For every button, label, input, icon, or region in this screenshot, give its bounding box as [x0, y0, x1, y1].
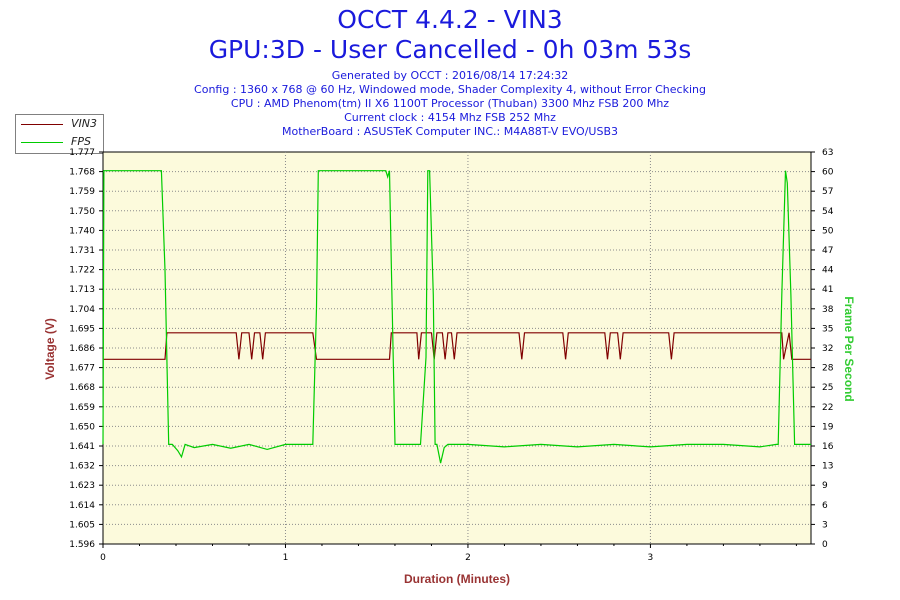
y-tick-label-right: 32: [822, 344, 833, 354]
y-tick-label-right: 22: [822, 403, 833, 413]
y-tick-label-left: 1.668: [69, 383, 95, 393]
y-tick-label-right: 19: [822, 422, 834, 432]
y-tick-label-left: 1.641: [69, 442, 95, 452]
info-cpu: CPU : AMD Phenom(tm) II X6 1100T Process…: [230, 97, 670, 110]
y-tick-label-right: 54: [822, 207, 834, 217]
legend-swatch-fps: [21, 142, 63, 143]
info-generated: Generated by OCCT : 2016/08/14 17:24:32: [331, 69, 569, 82]
y-tick-label-right: 9: [822, 481, 828, 491]
y-tick-label-left: 1.740: [69, 226, 95, 236]
legend-item-vin3: VIN3: [16, 116, 103, 134]
y-tick-label-right: 35: [822, 324, 833, 334]
y-tick-label-left: 1.731: [69, 246, 95, 256]
y-tick-label-left: 1.596: [69, 540, 95, 550]
y-tick-label-right: 50: [822, 226, 834, 236]
x-tick-label: 0: [100, 553, 106, 563]
y-tick-label-right: 38: [822, 305, 834, 315]
y-tick-label-right: 41: [822, 285, 833, 295]
y-tick-label-right: 47: [822, 246, 833, 256]
y-tick-label-right: 3: [822, 520, 828, 530]
info-block: Generated by OCCT : 2016/08/14 17:24:32 …: [0, 69, 900, 139]
y-tick-label-right: 6: [822, 501, 828, 511]
y-tick-label-left: 1.768: [69, 168, 95, 178]
y-tick-label-left: 1.695: [69, 324, 95, 334]
y-tick-label-left: 1.722: [69, 266, 95, 276]
x-tick-label: 2: [465, 553, 471, 563]
y-tick-label-left: 1.704: [69, 305, 95, 315]
chart-title: OCCT 4.4.2 - VIN3: [337, 5, 563, 34]
y-tick-label-left: 1.750: [69, 207, 95, 217]
series-line-vin3: [103, 332, 811, 360]
y-tick-label-left: 1.713: [69, 285, 95, 295]
info-config: Config : 1360 x 768 @ 60 Hz, Windowed mo…: [194, 83, 706, 96]
y-tick-label-left: 1.659: [69, 403, 95, 413]
y-axis-left-label: Voltage (V): [43, 318, 57, 380]
y-tick-label-right: 25: [822, 383, 833, 393]
y-tick-label-left: 1.686: [69, 344, 95, 354]
chart-subtitle: GPU:3D - User Cancelled - 0h 03m 53s: [208, 35, 692, 64]
y-tick-label-right: 57: [822, 187, 833, 197]
y-tick-label-right: 16: [822, 442, 834, 452]
y-tick-label-left: 1.650: [69, 422, 95, 432]
series-line-fps: [102, 170, 811, 464]
y-tick-label-left: 1.677: [69, 364, 95, 374]
y-tick-label-left: 1.605: [69, 520, 95, 530]
y-tick-label-right: 60: [822, 168, 834, 178]
x-tick-label: 1: [283, 553, 289, 563]
x-tick-label: 3: [648, 553, 654, 563]
info-motherboard: MotherBoard : ASUSTeK Computer INC.: M4A…: [281, 125, 618, 138]
y-tick-label-right: 0: [822, 540, 828, 550]
y-tick-label-right: 63: [822, 148, 833, 158]
legend: VIN3 FPS: [15, 114, 104, 154]
y-tick-label-left: 1.614: [69, 501, 95, 511]
y-tick-label-left: 1.777: [69, 148, 95, 158]
x-axis-label: Duration (Minutes): [404, 572, 510, 586]
legend-label-fps: FPS: [71, 135, 91, 148]
legend-label-vin3: VIN3: [71, 117, 97, 130]
legend-swatch-vin3: [21, 124, 63, 125]
y-tick-label-right: 44: [822, 266, 834, 276]
y-tick-label-left: 1.759: [69, 187, 95, 197]
y-tick-label-right: 13: [822, 462, 833, 472]
legend-item-fps: FPS: [16, 134, 103, 152]
y-axis-right-label: Frame Per Second: [842, 296, 856, 401]
y-tick-label-right: 28: [822, 364, 834, 374]
info-clock: Current clock : 4154 Mhz FSB 252 Mhz: [344, 111, 556, 124]
y-tick-label-left: 1.632: [69, 462, 95, 472]
y-tick-label-left: 1.623: [69, 481, 95, 491]
